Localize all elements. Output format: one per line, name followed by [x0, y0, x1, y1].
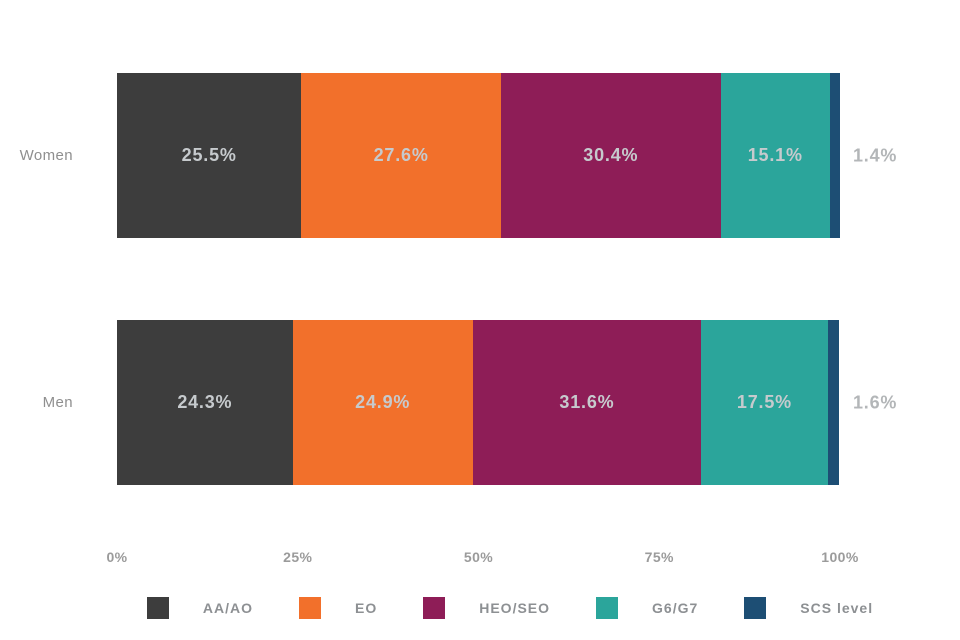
- segment-heo-seo: 31.6%: [472, 320, 702, 485]
- segment-value-label: 17.5%: [736, 392, 792, 412]
- axis-tick-label: 50%: [463, 549, 494, 565]
- segment-eo: 27.6%: [301, 73, 501, 238]
- x-axis: 0% 25% 50% 75% 100%: [106, 549, 858, 567]
- segment-eo: 24.9%: [292, 320, 473, 485]
- segment-scs-level: [829, 73, 840, 238]
- segment-value-label: 30.4%: [583, 145, 639, 165]
- legend-label: EO: [355, 600, 378, 616]
- legend-item-g6-g7: G6/G7: [596, 597, 698, 619]
- segment-value-label: 27.6%: [373, 145, 429, 165]
- legend-swatch-icon: [596, 597, 619, 619]
- legend-item-eo: EO: [299, 597, 377, 619]
- segment-value-label: 24.9%: [355, 392, 411, 412]
- legend-swatch-icon: [744, 597, 767, 619]
- segment-scs-level: [827, 320, 840, 485]
- bar-track: 24.3% 24.9% 31.6% 17.5% 1.6%: [117, 320, 896, 485]
- legend-label: HEO/SEO: [479, 600, 551, 616]
- segment-g6-g7: 17.5%: [701, 320, 828, 485]
- bar-rows: Women 25.5% 27.6% 30.4% 15.1% 1.4% Men 24.3% 24.…: [0, 73, 960, 485]
- segment-aa-ao: 25.5%: [117, 73, 302, 238]
- legend-label: G6/G7: [652, 600, 699, 616]
- axis-tick-label: 0%: [106, 549, 128, 565]
- axis-tick-label: 25%: [283, 549, 313, 565]
- legend-swatch-icon: [146, 597, 169, 619]
- legend-swatch-icon: [423, 597, 446, 619]
- segment-aa-ao: 24.3%: [117, 320, 293, 485]
- outside-value-label: 1.4%: [853, 145, 898, 165]
- segment-value-label: 24.3%: [177, 392, 233, 412]
- outside-value-label: 1.6%: [853, 392, 898, 412]
- axis-tick-label: 75%: [644, 549, 674, 565]
- segment-value-label: 15.1%: [747, 145, 803, 165]
- category-label: Men: [42, 394, 73, 411]
- legend-label: SCS level: [800, 600, 874, 616]
- legend-item-aa-ao: AA/AO: [146, 597, 253, 619]
- category-label: Women: [19, 147, 73, 164]
- grade-distribution-chart: Women 25.5% 27.6% 30.4% 15.1% 1.4% Men 24.3% 24.…: [0, 73, 960, 619]
- segment-g6-g7: 15.1%: [720, 73, 830, 238]
- segment-heo-seo: 30.4%: [500, 73, 721, 238]
- axis-tick-label: 100%: [821, 549, 859, 565]
- legend-item-scs-level: SCS level: [744, 597, 873, 619]
- segment-value-label: 31.6%: [559, 392, 615, 412]
- legend: AA/AO EO HEO/SEO G6/G7 SCS level: [60, 597, 960, 619]
- bar-row-women: Women 25.5% 27.6% 30.4% 15.1% 1.4%: [0, 73, 960, 238]
- legend-label: AA/AO: [202, 600, 253, 616]
- bar-track: 25.5% 27.6% 30.4% 15.1% 1.4%: [117, 73, 896, 238]
- legend-item-heo-seo: HEO/SEO: [423, 597, 550, 619]
- legend-swatch-icon: [299, 597, 321, 619]
- segment-value-label: 25.5%: [181, 145, 237, 165]
- bar-row-men: Men 24.3% 24.9% 31.6% 17.5% 1.6%: [0, 320, 960, 485]
